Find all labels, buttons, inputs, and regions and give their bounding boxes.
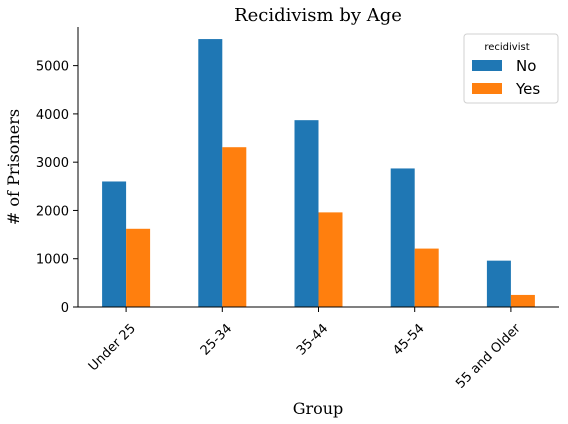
bar-no-4 bbox=[486, 260, 511, 307]
x-tick-label: 45-54 bbox=[390, 321, 427, 358]
x-tick-label: 35-44 bbox=[294, 321, 331, 358]
legend-swatch-no bbox=[472, 60, 502, 71]
y-tick-label: 4000 bbox=[36, 108, 69, 123]
chart-title: Recidivism by Age bbox=[234, 5, 402, 26]
bar-no-0 bbox=[102, 181, 127, 307]
legend-label-yes: Yes bbox=[515, 80, 540, 98]
legend-label-no: No bbox=[516, 57, 536, 75]
bar-yes-3 bbox=[414, 248, 439, 307]
bar-yes-2 bbox=[318, 212, 343, 307]
bar-yes-1 bbox=[222, 147, 247, 307]
x-tick-label: Under 25 bbox=[86, 321, 139, 374]
bar-no-1 bbox=[198, 39, 223, 307]
legend-swatch-yes bbox=[472, 83, 502, 94]
y-tick-label: 2000 bbox=[36, 204, 69, 219]
bar-yes-4 bbox=[510, 294, 535, 307]
y-tick-label: 1000 bbox=[36, 253, 69, 268]
bar-yes-0 bbox=[126, 228, 151, 307]
bar-no-3 bbox=[390, 168, 415, 307]
y-axis-label: # of Prisoners bbox=[4, 109, 23, 225]
x-tick-label: 25-34 bbox=[198, 321, 235, 358]
x-tick-label: 55 and Older bbox=[453, 321, 524, 392]
bar-no-2 bbox=[294, 120, 319, 307]
legend-title: recidivist bbox=[484, 42, 529, 53]
y-tick-label: 3000 bbox=[36, 156, 69, 171]
x-axis-label: Group bbox=[293, 399, 344, 418]
y-tick-label: 0 bbox=[61, 301, 69, 316]
legend: recidivist No Yes bbox=[463, 33, 559, 104]
y-tick-label: 5000 bbox=[36, 60, 69, 75]
